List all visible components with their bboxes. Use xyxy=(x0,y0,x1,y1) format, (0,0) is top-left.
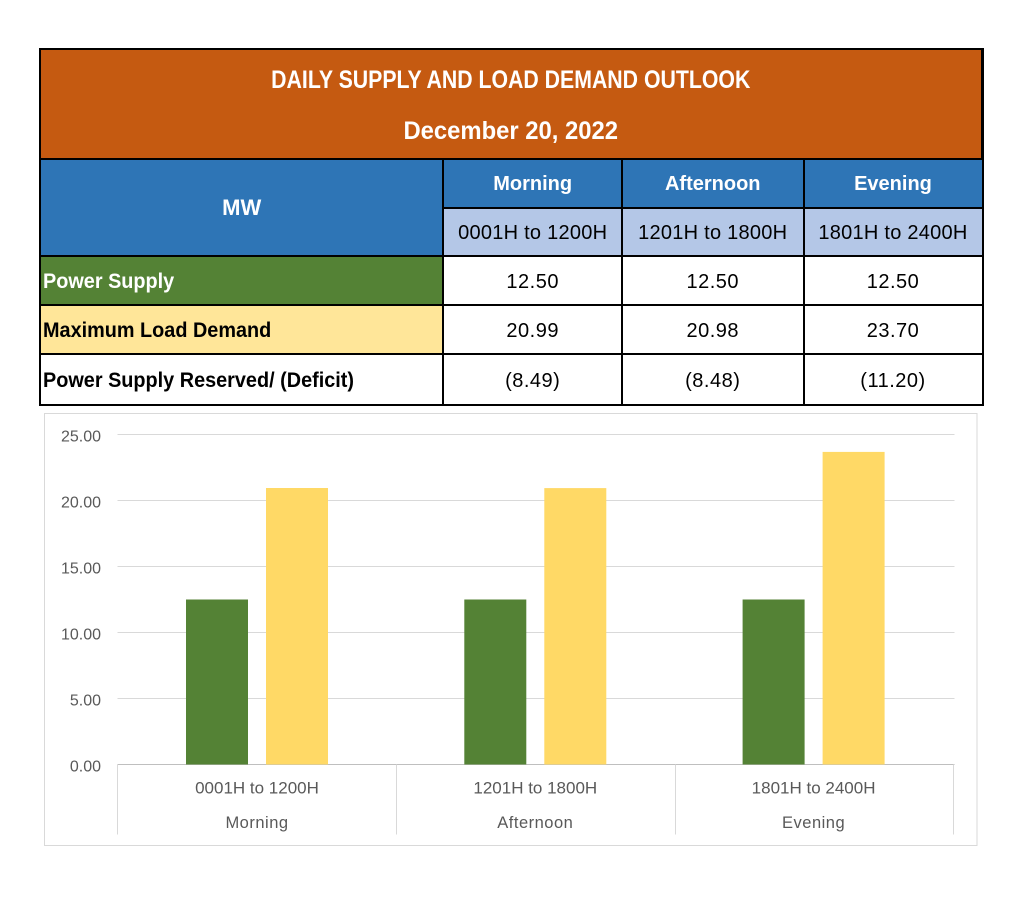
svg-text:Evening: Evening xyxy=(782,814,845,832)
svg-text:5.00: 5.00 xyxy=(70,693,101,710)
svg-text:10.00: 10.00 xyxy=(61,627,101,644)
svg-text:Morning: Morning xyxy=(225,814,288,832)
svg-text:1201H to 1800H: 1201H to 1800H xyxy=(473,779,597,798)
svg-text:0.00: 0.00 xyxy=(70,759,101,776)
svg-text:1801H to 2400H: 1801H to 2400H xyxy=(752,779,876,798)
svg-text:20.00: 20.00 xyxy=(61,495,101,512)
svg-text:15.00: 15.00 xyxy=(61,561,101,578)
svg-text:0001H to 1200H: 0001H to 1200H xyxy=(195,779,319,798)
svg-text:Afternoon: Afternoon xyxy=(497,814,573,832)
svg-text:25.00: 25.00 xyxy=(61,429,101,446)
